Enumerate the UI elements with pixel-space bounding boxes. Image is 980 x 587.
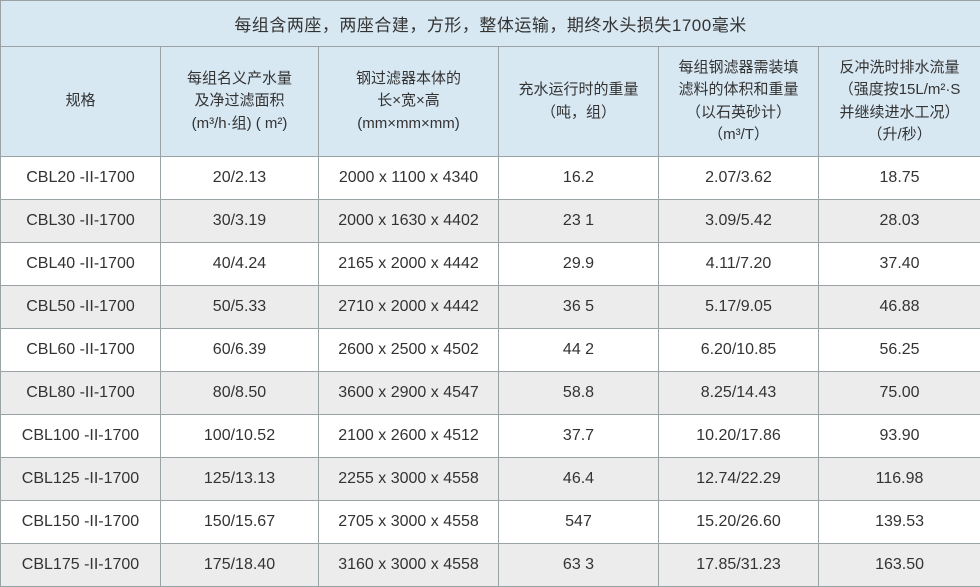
cell-model-code: CBL175 -II-1700 bbox=[0, 543, 161, 587]
cell-value: 5.17/9.05 bbox=[658, 285, 819, 329]
column-header-dimensions: 钢过滤器本体的 长×宽×高 (mm×mm×mm) bbox=[318, 46, 499, 157]
cell-value: 175/18.40 bbox=[160, 543, 319, 587]
cell-value: 100/10.52 bbox=[160, 414, 319, 458]
cell-value: 2000 x 1630 x 4402 bbox=[318, 199, 499, 243]
cell-value: 2710 x 2000 x 4442 bbox=[318, 285, 499, 329]
cell-model-code: CBL20 -II-1700 bbox=[0, 156, 161, 200]
table-row: CBL40 -II-1700 40/4.24 2165 x 2000 x 4442 2… bbox=[0, 242, 980, 286]
table-row: CBL30 -II-1700 30/3.19 2000 x 1630 x 4402 2… bbox=[0, 199, 980, 243]
table-title-row: 每组含两座，两座合建，方形，整体运输，期终水头损失1700毫米 bbox=[0, 0, 980, 47]
cell-model-code: CBL50 -II-1700 bbox=[0, 285, 161, 329]
cell-value: 547 bbox=[498, 500, 659, 544]
cell-value: 16.2 bbox=[498, 156, 659, 200]
cell-value: 37.7 bbox=[498, 414, 659, 458]
cell-value: 150/15.67 bbox=[160, 500, 319, 544]
cell-value: 58.8 bbox=[498, 371, 659, 415]
cell-model-code: CBL40 -II-1700 bbox=[0, 242, 161, 286]
cell-model-code: CBL150 -II-1700 bbox=[0, 500, 161, 544]
cell-value: 23 1 bbox=[498, 199, 659, 243]
cell-value: 20/2.13 bbox=[160, 156, 319, 200]
cell-value: 116.98 bbox=[817, 457, 980, 501]
cell-value: 36 5 bbox=[498, 285, 659, 329]
cell-value: 3.09/5.42 bbox=[658, 199, 819, 243]
table-row: CBL100 -II-1700 100/10.52 2100 x 2600 x 45… bbox=[0, 414, 980, 458]
cell-model-code: CBL60 -II-1700 bbox=[0, 328, 161, 372]
cell-value: 8.25/14.43 bbox=[658, 371, 819, 415]
cell-value: 28.03 bbox=[817, 199, 980, 243]
cell-model-code: CBL125 -II-1700 bbox=[0, 457, 161, 501]
cell-value: 18.75 bbox=[817, 156, 980, 200]
cell-value: 46.88 bbox=[817, 285, 980, 329]
column-header-filled-weight: 充水运行时的重量 （吨，组） bbox=[498, 46, 659, 157]
cell-value: 163.50 bbox=[817, 543, 980, 587]
column-header-capacity-area: 每组名义产水量 及净过滤面积 (m³/h·组) ( m²) bbox=[160, 46, 319, 157]
table-row: CBL50 -II-1700 50/5.33 2710 x 2000 x 4442 3… bbox=[0, 285, 980, 329]
cell-value: 60/6.39 bbox=[160, 328, 319, 372]
column-header-spec: 规格 bbox=[0, 46, 161, 157]
table-header-row: 规格 每组名义产水量 及净过滤面积 (m³/h·组) ( m²) 钢过滤器本体的… bbox=[0, 46, 980, 157]
column-header-backwash-flow: 反冲洗时排水流量 （强度按15L/m²·S 并继续进水工况） （升/秒） bbox=[817, 46, 980, 157]
cell-value: 2255 x 3000 x 4558 bbox=[318, 457, 499, 501]
cell-value: 75.00 bbox=[817, 371, 980, 415]
cell-value: 4.11/7.20 bbox=[658, 242, 819, 286]
cell-value: 30/3.19 bbox=[160, 199, 319, 243]
table-title: 每组含两座，两座合建，方形，整体运输，期终水头损失1700毫米 bbox=[0, 0, 980, 47]
cell-value: 44 2 bbox=[498, 328, 659, 372]
cell-value: 17.85/31.23 bbox=[658, 543, 819, 587]
cell-value: 2165 x 2000 x 4442 bbox=[318, 242, 499, 286]
cell-value: 10.20/17.86 bbox=[658, 414, 819, 458]
cell-value: 125/13.13 bbox=[160, 457, 319, 501]
cell-value: 56.25 bbox=[817, 328, 980, 372]
cell-value: 29.9 bbox=[498, 242, 659, 286]
table-row: CBL150 -II-1700 150/15.67 2705 x 3000 x 45… bbox=[0, 500, 980, 544]
cell-value: 2600 x 2500 x 4502 bbox=[318, 328, 499, 372]
cell-value: 63 3 bbox=[498, 543, 659, 587]
cell-value: 2000 x 1100 x 4340 bbox=[318, 156, 499, 200]
spec-table-body: CBL20 -II-1700 20/2.13 2000 x 1100 x 4340 1… bbox=[0, 156, 980, 587]
cell-value: 2100 x 2600 x 4512 bbox=[318, 414, 499, 458]
cell-value: 3600 x 2900 x 4547 bbox=[318, 371, 499, 415]
column-header-media-volume: 每组钢滤器需装填 滤料的体积和重量 （以石英砂计） （m³/T） bbox=[658, 46, 819, 157]
cell-model-code: CBL80 -II-1700 bbox=[0, 371, 161, 415]
table-row: CBL175 -II-1700 175/18.40 3160 x 3000 x 45… bbox=[0, 543, 980, 587]
table-row: CBL60 -II-1700 60/6.39 2600 x 2500 x 4502 4… bbox=[0, 328, 980, 372]
table-row: CBL80 -II-1700 80/8.50 3600 x 2900 x 4547 5… bbox=[0, 371, 980, 415]
cell-model-code: CBL30 -II-1700 bbox=[0, 199, 161, 243]
table-row: CBL20 -II-1700 20/2.13 2000 x 1100 x 4340 1… bbox=[0, 156, 980, 200]
cell-value: 37.40 bbox=[817, 242, 980, 286]
cell-value: 15.20/26.60 bbox=[658, 500, 819, 544]
cell-value: 3160 x 3000 x 4558 bbox=[318, 543, 499, 587]
cell-value: 50/5.33 bbox=[160, 285, 319, 329]
cell-value: 46.4 bbox=[498, 457, 659, 501]
cell-value: 40/4.24 bbox=[160, 242, 319, 286]
cell-value: 2705 x 3000 x 4558 bbox=[318, 500, 499, 544]
cell-value: 2.07/3.62 bbox=[658, 156, 819, 200]
cell-value: 80/8.50 bbox=[160, 371, 319, 415]
table-row: CBL125 -II-1700 125/13.13 2255 x 3000 x 45… bbox=[0, 457, 980, 501]
cell-model-code: CBL100 -II-1700 bbox=[0, 414, 161, 458]
cell-value: 139.53 bbox=[817, 500, 980, 544]
cell-value: 12.74/22.29 bbox=[658, 457, 819, 501]
cell-value: 6.20/10.85 bbox=[658, 328, 819, 372]
cell-value: 93.90 bbox=[817, 414, 980, 458]
